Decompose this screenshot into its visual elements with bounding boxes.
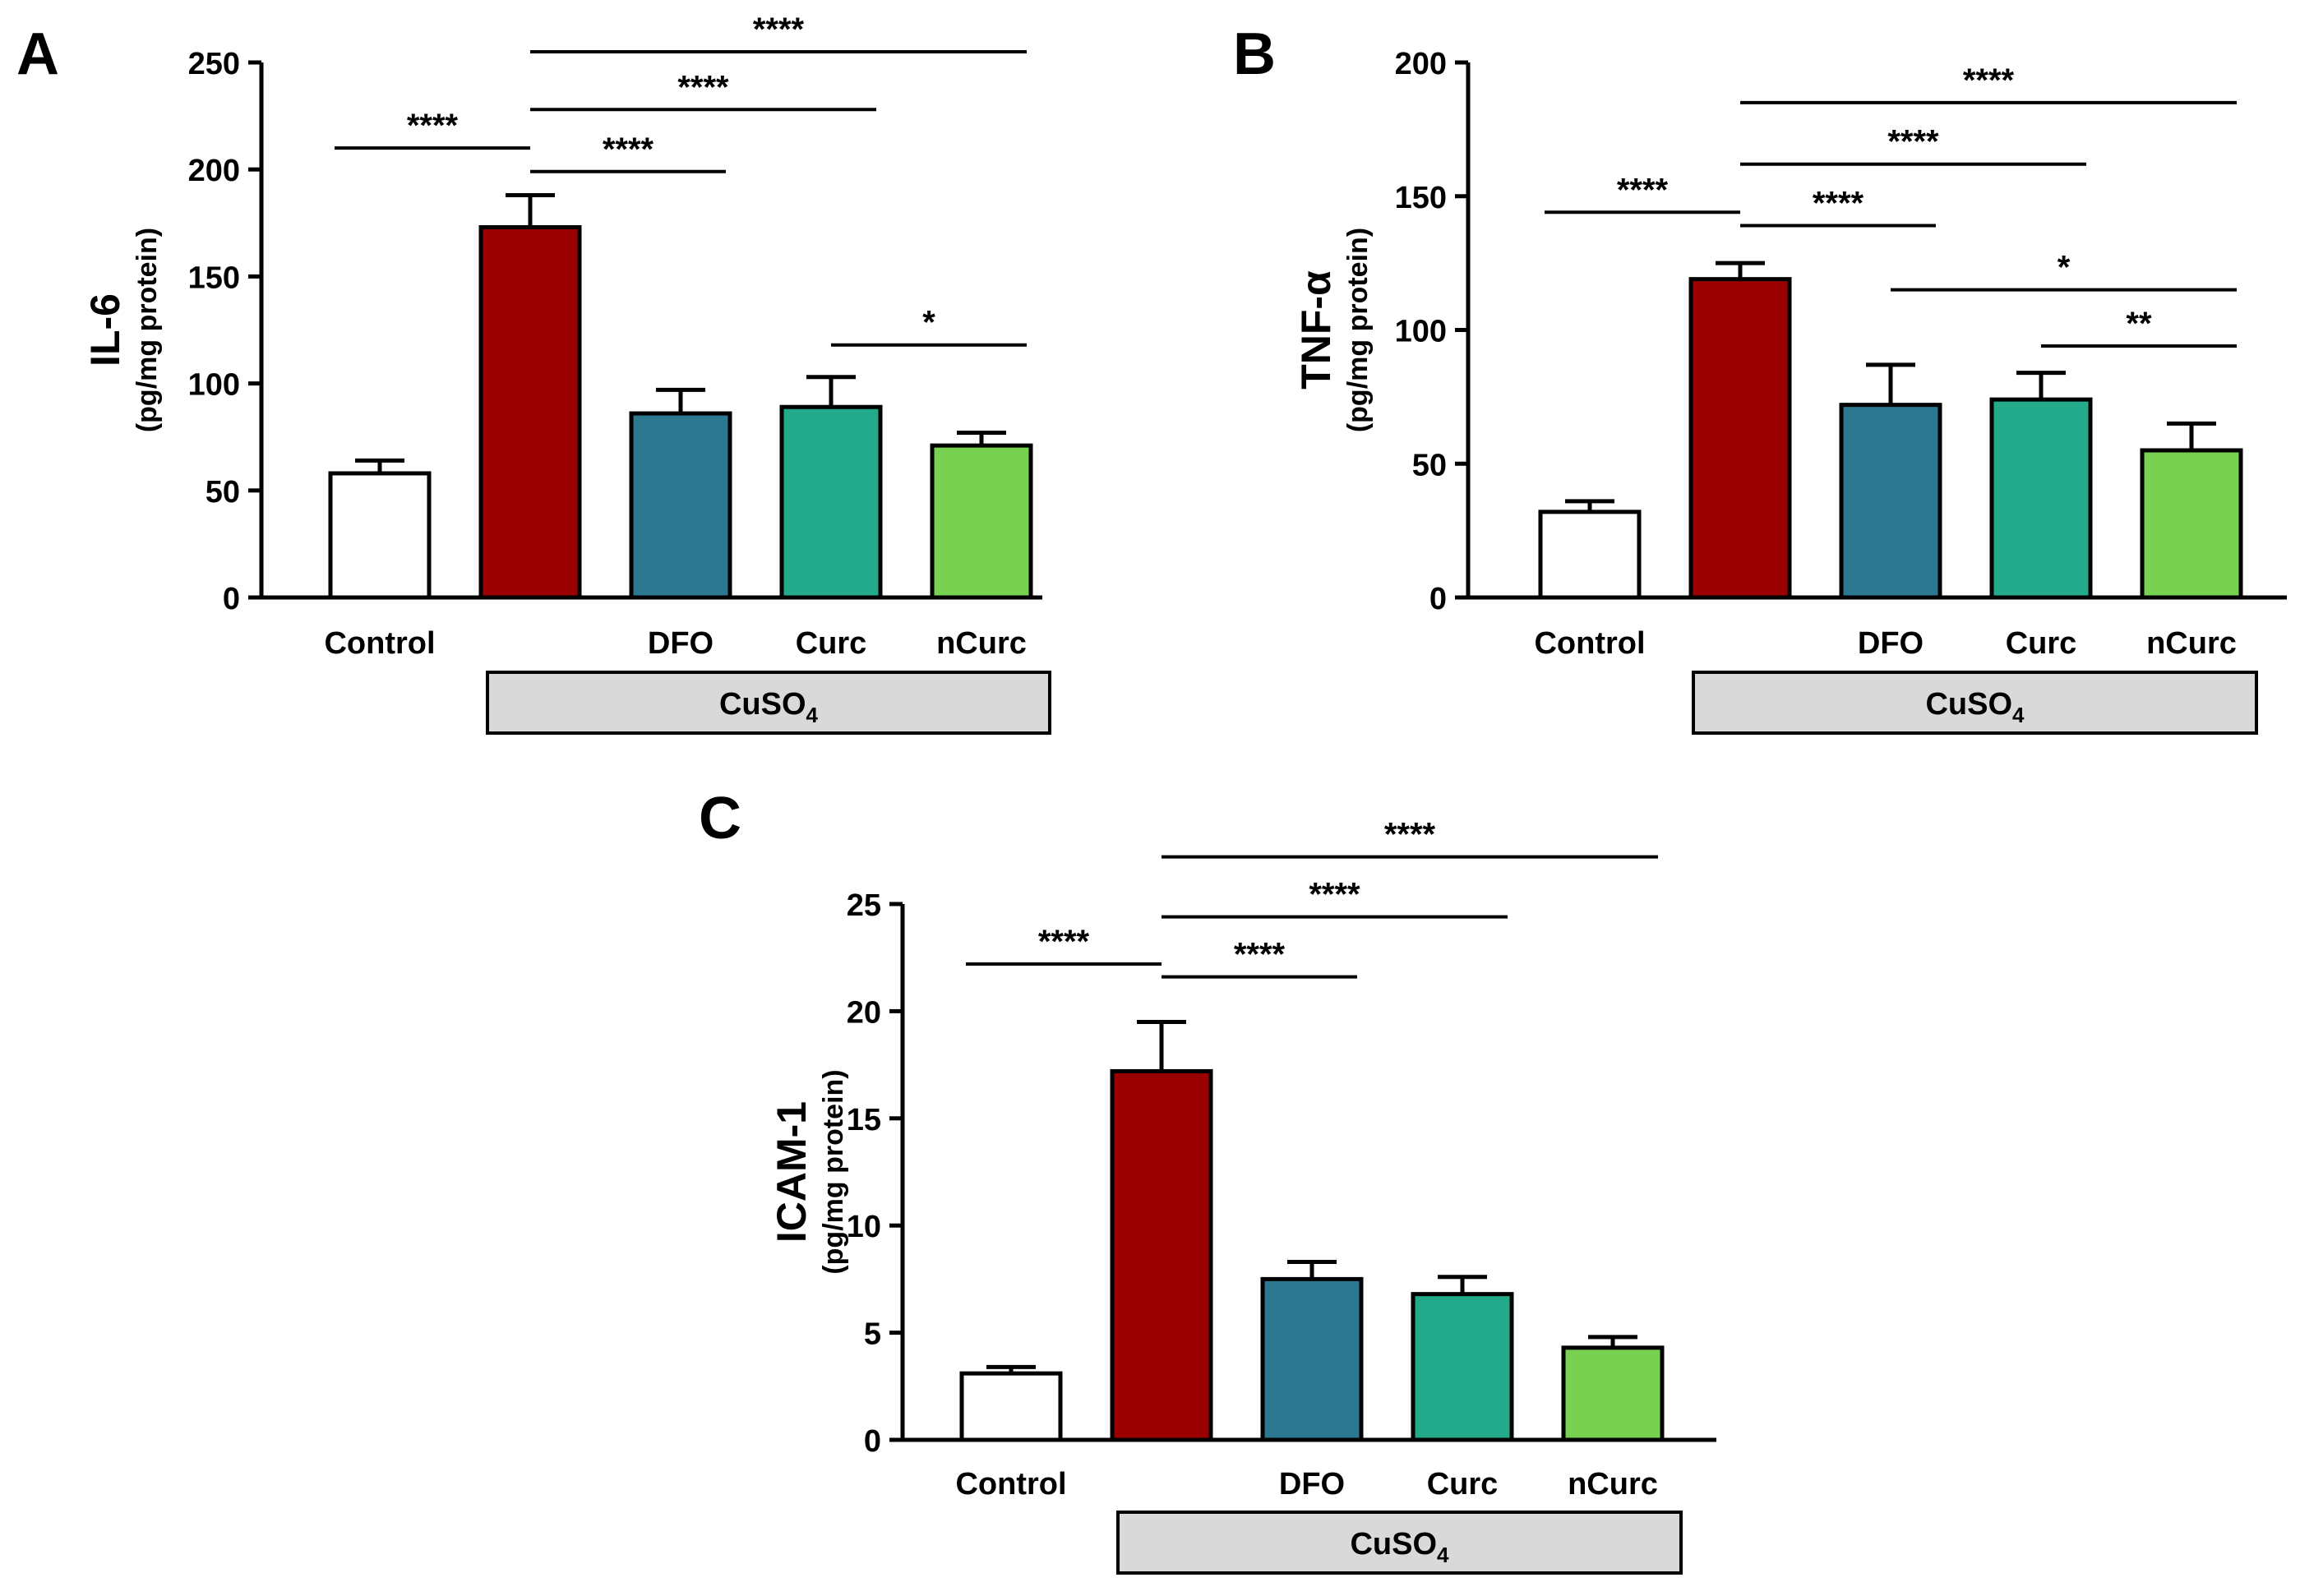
x-tick-label-dfo: DFO xyxy=(648,626,714,661)
bar-dfo xyxy=(1839,403,1942,600)
x-tick-label-control: Control xyxy=(955,1467,1066,1501)
panel-label: A xyxy=(16,21,59,87)
group-label: CuSO4 xyxy=(1350,1527,1449,1567)
bar-ncurc xyxy=(1561,1345,1665,1442)
y-tick-label: 0 xyxy=(864,1424,881,1459)
significance-label: **** xyxy=(1038,924,1090,960)
x-tick-label-dfo: DFO xyxy=(1858,626,1924,661)
bar-ncurc xyxy=(2140,448,2243,600)
bar-cuso4 xyxy=(478,225,582,600)
bar-control xyxy=(328,471,432,600)
y-tick-label: 150 xyxy=(1395,181,1447,215)
x-tick-label-ncurc: nCurc xyxy=(936,626,1027,661)
significance-label: **** xyxy=(1963,62,2015,99)
x-tick-label-control: Control xyxy=(324,626,435,661)
y-axis-unit: (pg/mg protein) xyxy=(1342,228,1374,432)
bar-control xyxy=(1538,510,1642,600)
y-tick-label: 15 xyxy=(847,1103,881,1137)
group-label-main: CuSO xyxy=(719,687,806,722)
group-label: CuSO4 xyxy=(1925,687,2025,727)
y-axis-unit: (pg/mg protein) xyxy=(132,228,163,432)
bar-cuso4 xyxy=(1688,277,1792,600)
bar-curc xyxy=(1411,1292,1514,1442)
chart-panel-b: B 0 50 100 150 200 TNF-α (pg/mg protein) Control… xyxy=(1233,21,2287,735)
group-label-subscript: 4 xyxy=(806,703,819,727)
y-axis-title: TNF-α xyxy=(1293,270,1339,390)
y-tick-label: 150 xyxy=(188,261,240,295)
significance-label: * xyxy=(2058,250,2071,286)
bar-ncurc xyxy=(930,443,1033,600)
y-tick-label: 100 xyxy=(1395,315,1447,349)
bar-curc xyxy=(1989,397,2093,600)
significance-label: **** xyxy=(1309,877,1360,913)
significance-label: **** xyxy=(407,108,459,144)
y-tick-label: 50 xyxy=(1412,448,1447,482)
significance-label: **** xyxy=(1384,817,1436,853)
group-label: CuSO4 xyxy=(719,687,819,727)
significance-label: **** xyxy=(1617,172,1669,208)
x-tick-label-curc: Curc xyxy=(796,626,867,661)
bar-curc xyxy=(779,404,883,600)
x-tick-label-ncurc: nCurc xyxy=(2146,626,2237,661)
x-tick-label-curc: Curc xyxy=(2006,626,2077,661)
bar-dfo xyxy=(1260,1276,1364,1442)
group-label-subscript: 4 xyxy=(2012,703,2025,727)
panel-label: B xyxy=(1233,21,1276,87)
group-label-subscript: 4 xyxy=(1437,1543,1449,1567)
significance-label: **** xyxy=(1813,186,1864,222)
y-tick-label: 0 xyxy=(223,582,240,616)
significance-label: **** xyxy=(1234,937,1286,973)
significance-label: **** xyxy=(1887,124,1939,160)
y-axis-unit: (pg/mg protein) xyxy=(818,1069,849,1274)
y-axis-title: IL-6 xyxy=(82,293,128,367)
bar-cuso4 xyxy=(1110,1068,1213,1442)
group-box xyxy=(1692,671,2258,735)
y-tick-label: 200 xyxy=(188,154,240,188)
significance-label: **** xyxy=(603,131,654,168)
x-tick-label-dfo: DFO xyxy=(1279,1467,1345,1501)
y-tick-label: 25 xyxy=(847,888,881,923)
significance-label: * xyxy=(922,305,935,341)
x-tick-label-curc: Curc xyxy=(1427,1467,1499,1501)
panel-label: C xyxy=(699,786,741,851)
y-tick-label: 250 xyxy=(188,47,240,81)
chart-panel-a: A 0 50 100 150 200 250 IL-6 (pg/mg protein) Contr… xyxy=(16,12,1051,735)
chart-panel-c: C 0 5 10 15 20 25 ICAM-1 (pg/mg protein) Control D… xyxy=(699,786,1716,1575)
y-tick-label: 50 xyxy=(206,475,240,510)
y-tick-label: 0 xyxy=(1429,582,1447,616)
x-tick-label-control: Control xyxy=(1534,626,1645,661)
group-box xyxy=(486,671,1051,735)
y-tick-label: 20 xyxy=(847,995,881,1030)
significance-label: **** xyxy=(753,12,805,48)
y-tick-label: 100 xyxy=(188,368,240,403)
y-tick-label: 10 xyxy=(847,1210,881,1244)
x-tick-label-ncurc: nCurc xyxy=(1568,1467,1658,1501)
y-tick-label: 5 xyxy=(864,1317,881,1352)
bar-dfo xyxy=(629,411,732,600)
significance-label: ** xyxy=(2126,306,2152,342)
group-label-main: CuSO xyxy=(1925,687,2012,722)
y-tick-label: 200 xyxy=(1395,47,1447,81)
group-label-main: CuSO xyxy=(1350,1527,1437,1561)
significance-label: **** xyxy=(677,69,729,105)
y-axis-title: ICAM-1 xyxy=(769,1101,815,1243)
bar-control xyxy=(959,1371,1063,1442)
group-box xyxy=(1116,1511,1683,1575)
